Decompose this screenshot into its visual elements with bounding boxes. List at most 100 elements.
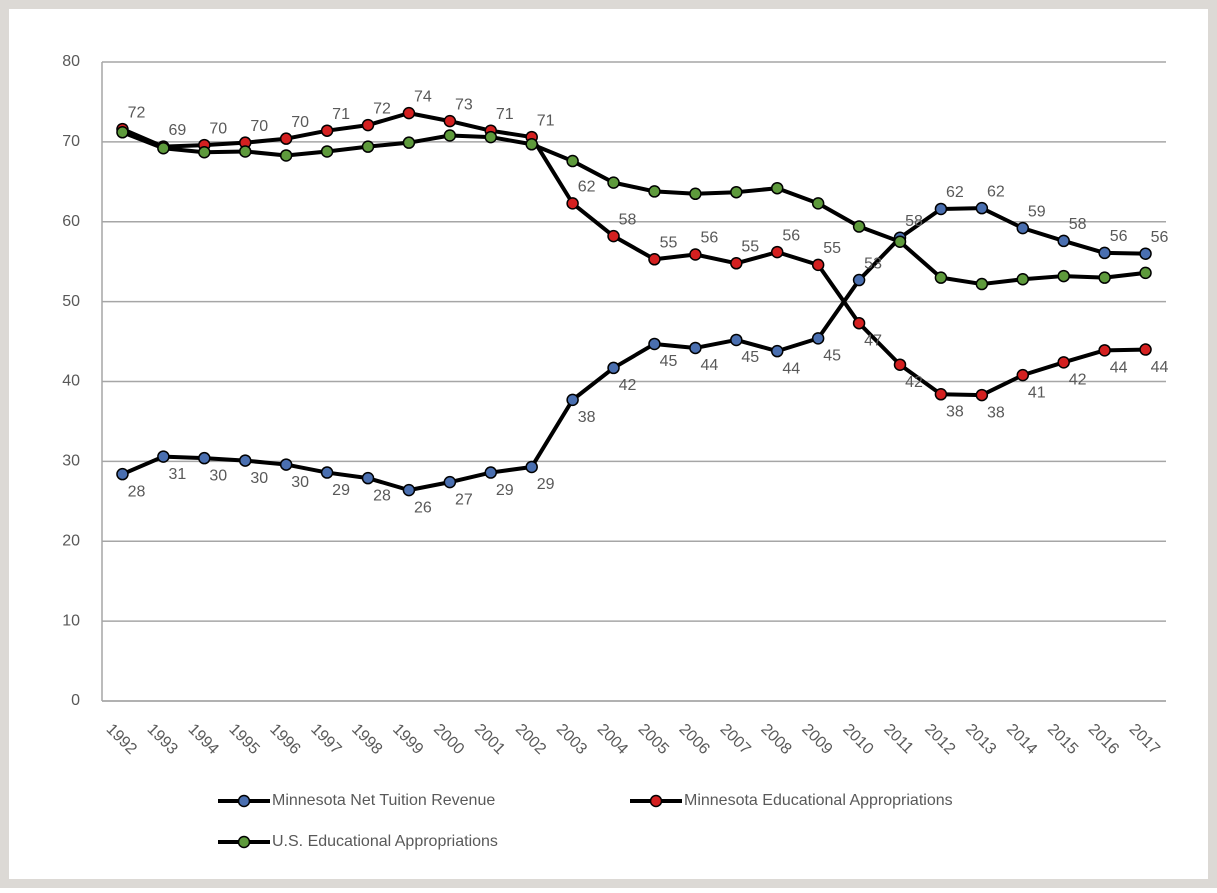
marker (320, 124, 334, 137)
marker (361, 471, 375, 485)
marker (443, 475, 457, 489)
data-label: 38 (578, 409, 596, 426)
data-label: 30 (291, 474, 309, 491)
data-label: 55 (741, 239, 759, 256)
marker (116, 126, 129, 139)
marker (689, 248, 702, 261)
marker (566, 154, 579, 168)
data-label: 55 (823, 240, 841, 257)
marker (525, 460, 538, 474)
data-label: 29 (496, 482, 514, 499)
data-label: 62 (946, 184, 964, 201)
data-label: 42 (905, 374, 923, 391)
marker (1139, 247, 1152, 260)
marker (689, 187, 702, 201)
marker (934, 271, 948, 284)
marker (157, 450, 170, 463)
marker (730, 257, 743, 270)
marker (279, 132, 293, 145)
marker (198, 451, 211, 465)
data-label: 27 (455, 491, 473, 508)
data-label: 28 (373, 487, 391, 504)
y-tick-label: 60 (62, 213, 80, 230)
marker (607, 229, 620, 243)
data-label: 58 (1069, 216, 1087, 233)
marker (525, 138, 538, 151)
legend-label: U.S. Educational Appropriations (272, 833, 498, 850)
data-label: 69 (168, 122, 186, 139)
data-label: 38 (946, 403, 964, 420)
marker (402, 106, 416, 120)
marker (1016, 368, 1030, 382)
marker (811, 197, 825, 210)
marker (770, 245, 784, 259)
marker (484, 130, 498, 144)
marker (157, 142, 170, 155)
marker (1098, 246, 1111, 260)
data-label: 58 (905, 213, 923, 230)
marker (730, 185, 743, 199)
series-line (121, 111, 1146, 398)
data-label: 71 (332, 106, 350, 123)
marker (402, 136, 416, 149)
data-label: 44 (1110, 360, 1128, 377)
marker (975, 201, 989, 215)
marker (320, 145, 334, 158)
marker (1098, 344, 1111, 357)
data-label: 29 (332, 482, 350, 499)
data-label: 47 (864, 332, 882, 349)
data-label: 30 (209, 467, 227, 484)
y-tick-label: 50 (62, 293, 80, 310)
data-label: 44 (782, 360, 800, 377)
marker (279, 458, 293, 471)
y-tick-label: 10 (62, 612, 80, 629)
data-label: 72 (128, 104, 146, 121)
data-label: 38 (987, 404, 1005, 421)
y-tick-label: 0 (71, 692, 80, 709)
marker (566, 197, 579, 210)
marker (811, 258, 825, 272)
marker (443, 114, 457, 128)
data-label: 56 (700, 230, 718, 247)
data-label: 70 (250, 118, 268, 135)
marker (689, 341, 702, 355)
data-label: 30 (250, 470, 268, 487)
data-label: 42 (619, 377, 637, 394)
marker (484, 466, 498, 479)
marker (893, 358, 907, 371)
marker (566, 393, 579, 407)
marker (320, 466, 334, 479)
data-label: 29 (537, 476, 555, 493)
marker (975, 277, 989, 291)
marker (238, 145, 252, 158)
data-label: 71 (496, 106, 514, 123)
marker (1057, 356, 1070, 369)
marker (279, 149, 293, 162)
marker (1057, 269, 1070, 283)
marker (1139, 266, 1152, 280)
legend-label: Minnesota Educational Appropriations (684, 792, 953, 809)
y-tick-label: 30 (62, 453, 80, 470)
marker (402, 483, 416, 497)
marker (238, 454, 252, 467)
data-label: 41 (1028, 384, 1046, 401)
marker (852, 273, 866, 287)
marker (198, 146, 211, 159)
marker (1057, 234, 1070, 248)
data-label: 45 (660, 353, 678, 370)
marker (607, 176, 620, 189)
marker (852, 220, 866, 233)
data-label: 74 (414, 88, 432, 105)
data-label: 44 (1151, 359, 1169, 376)
marker (648, 185, 661, 198)
data-label: 56 (1151, 229, 1169, 246)
data-label: 45 (741, 349, 759, 366)
y-tick-label: 20 (62, 532, 80, 549)
marker (1016, 221, 1030, 235)
marker (607, 361, 620, 375)
data-label: 53 (864, 255, 882, 272)
data-label: 70 (291, 114, 309, 131)
y-tick-label: 80 (62, 53, 80, 70)
data-label: 70 (209, 120, 227, 137)
